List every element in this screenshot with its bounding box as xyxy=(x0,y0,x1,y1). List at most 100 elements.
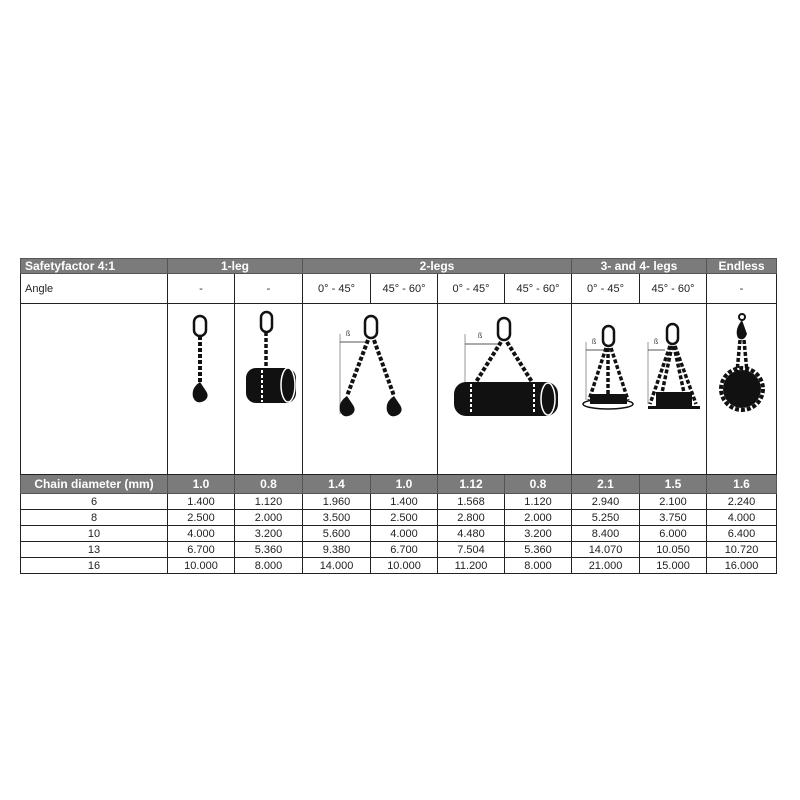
load-capacity-table: Safetyfactor 4:1 1-leg 2-legs 3- and 4- … xyxy=(20,258,778,574)
capacity-cell: 6.700 xyxy=(167,541,235,558)
capacity-cell: 16.000 xyxy=(706,557,778,574)
diagram-label-cell xyxy=(20,303,168,475)
capacity-cell: 2.240 xyxy=(706,493,778,510)
svg-text:ß: ß xyxy=(592,339,596,346)
capacity-cell: 5.360 xyxy=(233,541,304,558)
capacity-cell: 4.000 xyxy=(167,525,235,542)
capacity-cell: 4.000 xyxy=(706,509,778,526)
factor-cell: 1.12 xyxy=(437,474,506,494)
chain-diameter-header-row: Chain diameter (mm) 1.0 0.8 1.4 1.0 1.12… xyxy=(20,474,778,494)
capacity-cell: 8.400 xyxy=(571,525,641,542)
single-leg-hook-diagram xyxy=(167,303,235,475)
chain-diameter-cell: 13 xyxy=(20,541,168,558)
angle-cell: - xyxy=(706,273,778,304)
chain-diameter-cell: 6 xyxy=(20,493,168,510)
capacity-cell: 5.360 xyxy=(504,541,573,558)
angle-cell: - xyxy=(167,273,235,304)
chain-diameter-cell: 10 xyxy=(20,525,168,542)
capacity-cell: 2.940 xyxy=(571,493,641,510)
capacity-cell: 21.000 xyxy=(571,557,641,574)
multi-leg-chain-icon: ß ß xyxy=(582,322,701,410)
angle-cell: 0° - 45° xyxy=(437,273,506,304)
angle-cell: 45° - 60° xyxy=(504,273,573,304)
capacity-cell: 1.568 xyxy=(437,493,506,510)
capacity-cell: 2.000 xyxy=(504,509,573,526)
angle-cell: 0° - 45° xyxy=(571,273,641,304)
two-leg-chain-icon: ß xyxy=(339,314,402,417)
angle-cell: 45° - 60° xyxy=(370,273,439,304)
capacity-cell: 10.720 xyxy=(706,541,778,558)
capacity-cell: 4.000 xyxy=(370,525,439,542)
capacity-cell: 11.200 xyxy=(437,557,506,574)
capacity-cell: 6.400 xyxy=(706,525,778,542)
capacity-cell: 1.960 xyxy=(302,493,372,510)
capacity-cell: 1.120 xyxy=(504,493,573,510)
capacity-cell: 2.800 xyxy=(437,509,506,526)
capacity-cell: 1.120 xyxy=(233,493,304,510)
chain-diameter-label: Chain diameter (mm) xyxy=(20,474,168,494)
capacity-cell: 2.000 xyxy=(233,509,304,526)
capacity-cell: 6.000 xyxy=(639,525,708,542)
capacity-cell: 14.000 xyxy=(302,557,372,574)
two-leg-basket-diagram: ß xyxy=(437,303,573,475)
capacity-cell: 7.504 xyxy=(437,541,506,558)
table-row: 13 6.700 5.360 9.380 6.700 7.504 5.360 14.070 10… xyxy=(20,541,778,558)
angle-label: Angle xyxy=(20,273,168,304)
factor-cell: 0.8 xyxy=(233,474,304,494)
group-3-4-legs: 3- and 4- legs xyxy=(571,258,708,274)
chain-hook-icon xyxy=(192,314,208,403)
diagram-row: ß ß xyxy=(20,303,778,475)
capacity-cell: 5.600 xyxy=(302,525,372,542)
header-row: Safetyfactor 4:1 1-leg 2-legs 3- and 4- … xyxy=(20,258,778,274)
capacity-cell: 2.100 xyxy=(639,493,708,510)
group-2-legs: 2-legs xyxy=(302,258,573,274)
svg-text:ß: ß xyxy=(346,331,350,338)
capacity-cell: 6.700 xyxy=(370,541,439,558)
capacity-cell: 10.050 xyxy=(639,541,708,558)
capacity-cell: 3.750 xyxy=(639,509,708,526)
capacity-cell: 9.380 xyxy=(302,541,372,558)
angle-cell: 0° - 45° xyxy=(302,273,372,304)
factor-cell: 0.8 xyxy=(504,474,573,494)
capacity-cell: 14.070 xyxy=(571,541,641,558)
capacity-cell: 1.400 xyxy=(370,493,439,510)
capacity-cell: 3.200 xyxy=(504,525,573,542)
chain-basket-icon xyxy=(245,310,296,403)
two-leg-hook-diagram: ß xyxy=(302,303,439,475)
table-row: 10 4.000 3.200 5.600 4.000 4.480 3.200 8.400 6.0… xyxy=(20,525,778,542)
capacity-cell: 15.000 xyxy=(639,557,708,574)
svg-text:ß: ß xyxy=(478,333,482,340)
chain-diameter-cell: 8 xyxy=(20,509,168,526)
angle-row: Angle - - 0° - 45° 45° - 60° 0° - 45° 45… xyxy=(20,273,778,304)
chain-diameter-cell: 16 xyxy=(20,557,168,574)
table-row: 6 1.400 1.120 1.960 1.400 1.568 1.120 2.940 2.10… xyxy=(20,493,778,510)
factor-cell: 1.6 xyxy=(706,474,778,494)
capacity-cell: 4.480 xyxy=(437,525,506,542)
group-1-leg: 1-leg xyxy=(166,258,304,274)
factor-cell: 2.1 xyxy=(571,474,641,494)
table-row: 8 2.500 2.000 3.500 2.500 2.800 2.000 5.250 3.75… xyxy=(20,509,778,526)
endless-diagram xyxy=(706,303,778,475)
multi-leg-diagram: ß ß xyxy=(571,303,708,475)
capacity-cell: 2.500 xyxy=(167,509,235,526)
factor-cell: 1.0 xyxy=(370,474,439,494)
factor-cell: 1.0 xyxy=(167,474,235,494)
single-leg-basket-diagram xyxy=(233,303,304,475)
svg-text:ß: ß xyxy=(654,339,658,346)
capacity-cell: 2.500 xyxy=(370,509,439,526)
endless-chain-icon xyxy=(718,313,765,412)
capacity-cell: 8.000 xyxy=(504,557,573,574)
group-endless: Endless xyxy=(706,258,778,274)
angle-cell: - xyxy=(233,273,304,304)
capacity-cell: 10.000 xyxy=(167,557,235,574)
capacity-cell: 10.000 xyxy=(370,557,439,574)
two-leg-basket-icon: ß xyxy=(453,316,558,416)
table-row: 16 10.000 8.000 14.000 10.000 11.200 8.000 21.0… xyxy=(20,557,778,574)
angle-cell: 45° - 60° xyxy=(639,273,708,304)
factor-cell: 1.5 xyxy=(639,474,708,494)
capacity-cell: 1.400 xyxy=(167,493,235,510)
capacity-cell: 3.200 xyxy=(233,525,304,542)
capacity-cell: 5.250 xyxy=(571,509,641,526)
capacity-cell: 3.500 xyxy=(302,509,372,526)
capacity-cell: 8.000 xyxy=(233,557,304,574)
